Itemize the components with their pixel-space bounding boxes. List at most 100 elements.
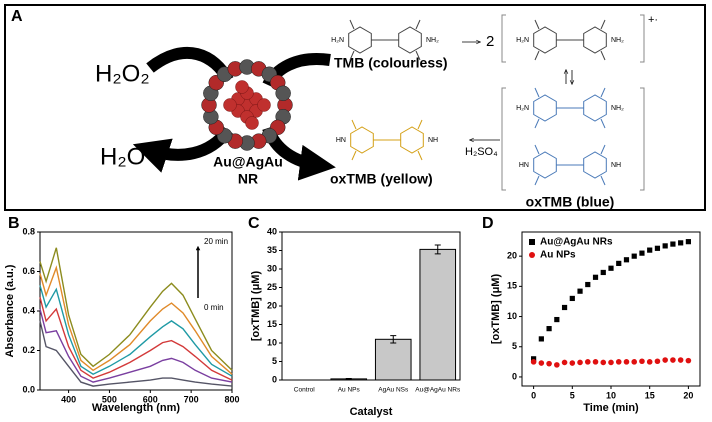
acid: H₂SO₄ — [465, 146, 498, 158]
point — [623, 257, 630, 263]
error-bar — [345, 378, 352, 380]
point — [608, 265, 614, 271]
legend-marker — [529, 239, 535, 245]
y-tick-label: 5 — [512, 341, 517, 351]
x-tick-label: 400 — [61, 394, 76, 404]
y-tick-label: 10 — [267, 337, 277, 347]
point — [646, 359, 653, 365]
error-bar — [390, 335, 397, 344]
point — [538, 336, 544, 342]
reactant: H₂O₂ — [95, 60, 150, 87]
x-tick-label: 800 — [224, 394, 239, 404]
point — [561, 304, 568, 311]
panel-a: A H₂O₂ H₂O Au@AgAu NR TMB (colourless) o… — [4, 4, 706, 211]
bar — [419, 248, 457, 381]
blue-label: oxTMB (blue) — [526, 194, 615, 210]
amine: NH — [428, 137, 438, 144]
amine: HN — [519, 162, 529, 169]
charge: +· — [648, 14, 658, 26]
amine: H₂N — [331, 37, 344, 44]
point — [530, 359, 537, 365]
atom — [223, 98, 237, 112]
catalyst-label: Au@AgAu — [213, 154, 283, 170]
point — [600, 359, 607, 366]
y-tick-label: 15 — [267, 319, 277, 329]
coefficient: 2 — [486, 33, 494, 50]
spectrum-line — [39, 265, 233, 375]
y-tick-label: 0.6 — [22, 266, 35, 276]
panel-frame — [4, 4, 706, 211]
point — [639, 358, 645, 365]
x-axis-label: Wavelength (nm) — [92, 402, 181, 414]
ring — [533, 26, 557, 54]
x-tick-label: Au NPs — [338, 387, 361, 394]
point — [569, 295, 575, 302]
y-tick-label: 0.0 — [22, 384, 35, 394]
x-tick-label: 0 — [531, 390, 536, 400]
point — [585, 281, 591, 288]
bond — [600, 144, 606, 155]
panel-label: A — [11, 8, 23, 25]
catalyst-label: NR — [238, 171, 258, 187]
point — [662, 357, 668, 363]
point — [670, 241, 676, 247]
ring — [533, 151, 557, 179]
point — [615, 359, 622, 365]
bond — [600, 175, 606, 186]
point — [616, 260, 622, 267]
molecules: H₂N NH₂ H₂N NH₂ HN NH H₂N NH₂ HN NH — [331, 19, 624, 186]
bar — [374, 338, 412, 381]
spectrum-line — [39, 297, 233, 381]
amine: NH₂ — [611, 37, 624, 44]
x-axis-label: Time (min) — [583, 402, 639, 414]
y-tick-label: 25 — [267, 282, 277, 292]
bond — [417, 150, 423, 161]
bond — [534, 175, 540, 186]
point — [608, 359, 614, 366]
point — [592, 274, 599, 280]
legend-marker — [529, 252, 535, 258]
point — [654, 245, 661, 251]
point — [569, 360, 576, 366]
legend-label: Au NPs — [540, 250, 576, 261]
x-tick-label: 500 — [102, 394, 117, 404]
bond — [534, 19, 540, 30]
bond — [600, 118, 606, 129]
bond — [417, 119, 423, 130]
y-tick-label: 0.4 — [22, 305, 35, 315]
point — [531, 356, 537, 362]
y-tick-label: 10 — [507, 311, 517, 321]
ring — [400, 126, 424, 154]
y-tick-label: 0.8 — [22, 226, 35, 236]
bond — [415, 19, 421, 30]
y-tick-label: 20 — [267, 300, 277, 310]
yellow-label: oxTMB (yellow) — [330, 171, 433, 187]
point — [584, 359, 591, 365]
point — [546, 326, 552, 332]
x-tick-label: Control — [294, 387, 316, 394]
y-tick-label: 0 — [512, 371, 517, 381]
atom — [235, 80, 249, 94]
ring — [583, 151, 607, 179]
x-tick-label: 600 — [143, 394, 158, 404]
point — [592, 359, 599, 365]
bond — [534, 118, 540, 129]
ring — [350, 126, 374, 154]
atom — [245, 116, 259, 130]
point — [600, 269, 606, 276]
y-tick-label: 0.2 — [22, 345, 35, 355]
point — [685, 357, 692, 364]
point — [554, 316, 560, 323]
atom — [275, 85, 291, 102]
ring — [348, 26, 372, 54]
point — [554, 362, 560, 368]
point — [561, 359, 568, 366]
amine: H₂N — [516, 105, 529, 112]
y-tick-label: 40 — [267, 226, 277, 236]
nanoparticle — [201, 59, 293, 151]
bond — [415, 50, 421, 61]
point — [631, 359, 638, 365]
bond — [351, 150, 357, 161]
